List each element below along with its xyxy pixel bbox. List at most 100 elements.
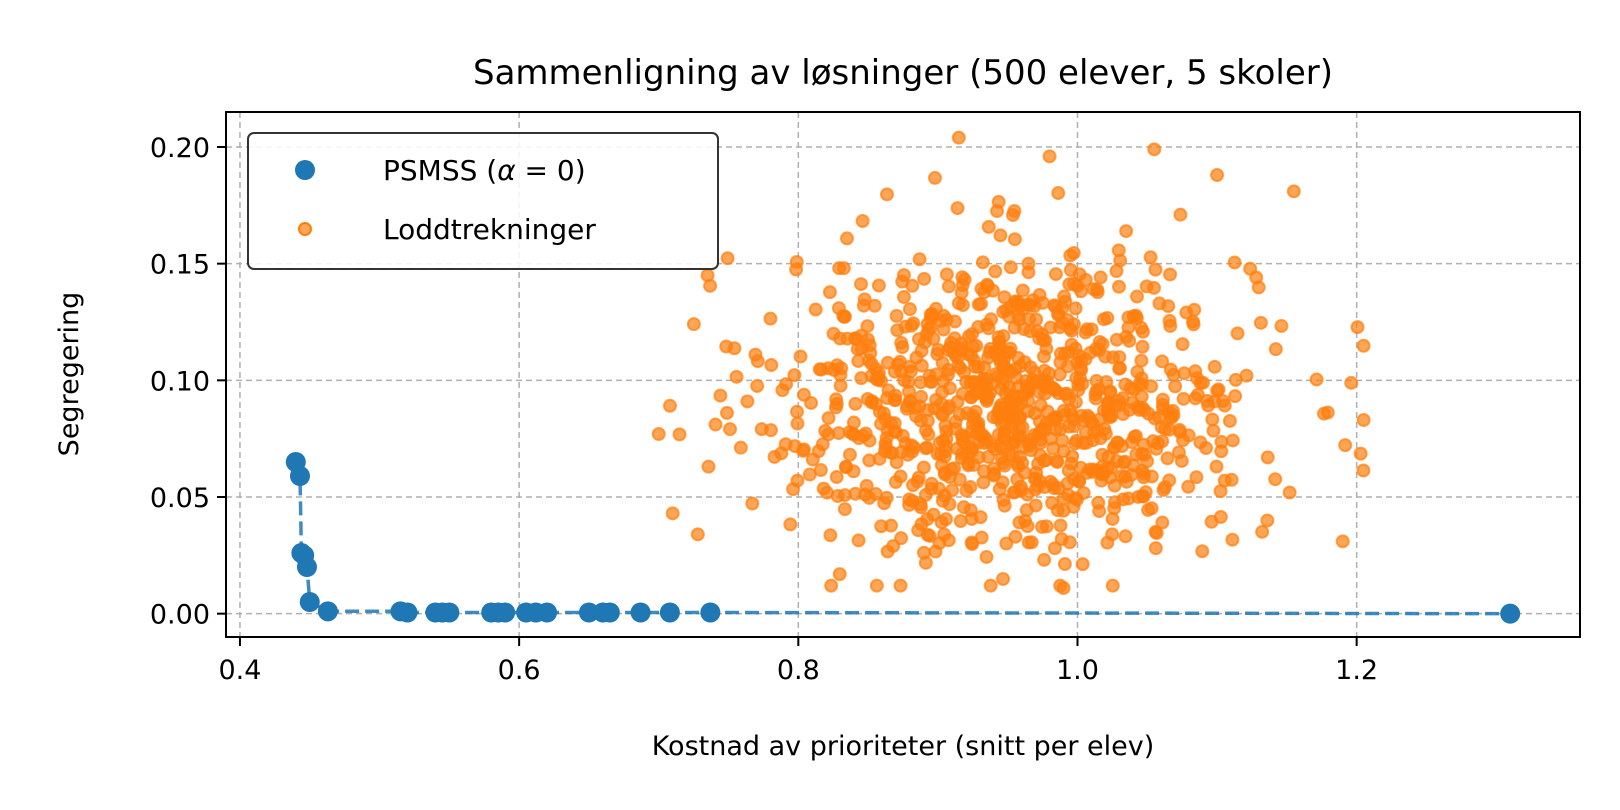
loddtrekning-point — [1029, 312, 1044, 327]
loddtrekning-point — [1105, 511, 1120, 526]
loddtrekning-point — [1057, 289, 1072, 304]
loddtrekning-point — [1045, 411, 1060, 426]
loddtrekning-point — [981, 219, 996, 234]
loddtrekning-point — [963, 480, 978, 495]
loddtrekning-point — [1060, 476, 1075, 491]
loddtrekning-point — [1125, 395, 1140, 410]
loddtrekning-point — [1098, 426, 1113, 441]
loddtrekning-point — [1126, 309, 1141, 324]
loddtrekning-point — [1086, 462, 1101, 477]
loddtrekning-point — [1214, 444, 1229, 459]
loddtrekning-point — [895, 340, 910, 355]
loddtrekning-point — [1148, 524, 1163, 539]
loddtrekning-point — [1225, 532, 1240, 547]
loddtrekning-point — [1195, 544, 1210, 559]
loddtrekning-point — [733, 440, 748, 455]
loddtrekning-point — [1018, 374, 1033, 389]
loddtrekning-point — [948, 414, 963, 429]
psmss-point — [537, 602, 558, 623]
loddtrekning-point — [832, 331, 847, 346]
loddtrekning-point — [1155, 392, 1170, 407]
loddtrekning-point — [939, 512, 954, 527]
loddtrekning-point — [983, 578, 998, 593]
loddtrekning-point — [916, 545, 931, 560]
loddtrekning-point — [1055, 433, 1070, 448]
loddtrekning-point — [874, 519, 889, 534]
loddtrekning-point — [1185, 314, 1200, 329]
loddtrekning-point — [818, 423, 833, 438]
loddtrekning-point — [1118, 377, 1133, 392]
psmss-point — [700, 602, 721, 623]
loddtrekning-point — [963, 503, 978, 518]
loddtrekning-point — [1068, 491, 1083, 506]
loddtrekning-point — [974, 530, 989, 545]
loddtrekning-point — [1002, 447, 1017, 462]
loddtrekning-point — [988, 264, 1003, 279]
loddtrekning-point — [750, 354, 765, 369]
loddtrekning-point — [1143, 250, 1158, 265]
loddtrekning-point — [1316, 406, 1331, 421]
loddtrekning-point — [863, 346, 878, 361]
loddtrekning-point — [1228, 389, 1243, 404]
series-loddtrekninger — [651, 130, 1371, 595]
loddtrekning-point — [1181, 479, 1196, 494]
loddtrekning-point — [1020, 487, 1035, 502]
legend-label-loddtrekninger: Loddtrekninger — [383, 213, 596, 246]
loddtrekning-point — [1103, 384, 1118, 399]
loddtrekning-point — [1222, 413, 1237, 428]
loddtrekning-point — [790, 416, 805, 431]
loddtrekning-point — [975, 255, 990, 270]
loddtrekning-point — [1130, 364, 1145, 379]
loddtrekning-point — [974, 376, 989, 391]
loddtrekning-point — [858, 487, 873, 502]
loddtrekning-point — [1063, 263, 1078, 278]
loddtrekning-point — [1205, 412, 1220, 427]
loddtrekning-point — [763, 311, 778, 326]
loddtrekning-point — [921, 322, 936, 337]
loddtrekning-point — [1066, 245, 1081, 260]
loddtrekning-point — [1038, 333, 1053, 348]
loddtrekning-point — [1074, 354, 1089, 369]
loddtrekning-point — [846, 427, 861, 442]
loddtrekning-point — [1356, 338, 1371, 353]
loddtrekning-point — [1207, 359, 1222, 374]
loddtrekning-point — [878, 436, 893, 451]
loddtrekning-point — [1253, 315, 1268, 330]
loddtrekning-point — [942, 470, 957, 485]
loddtrekning-point — [1021, 265, 1036, 280]
loddtrekning-point — [764, 358, 779, 373]
loddtrekning-point — [727, 341, 742, 356]
psmss-point — [630, 602, 651, 623]
loddtrekning-point — [708, 417, 723, 432]
loddtrekning-point — [869, 578, 884, 593]
loddtrekning-point — [1080, 322, 1095, 337]
psmss-point — [659, 602, 680, 623]
loddtrekning-point — [911, 332, 926, 347]
loddtrekning-point — [767, 449, 782, 464]
loddtrekning-point — [880, 187, 895, 202]
loddtrekning-point — [720, 251, 735, 266]
loddtrekning-point — [991, 404, 1006, 419]
loddtrekning-point — [1195, 375, 1210, 390]
loddtrekning-point — [1227, 255, 1242, 270]
loddtrekning-point — [662, 398, 677, 413]
loddtrekning-point — [945, 483, 960, 498]
loddtrekning-point — [823, 528, 838, 543]
loddtrekning-point — [957, 365, 972, 380]
loddtrekning-point — [1055, 301, 1070, 316]
legend-marker-loddtrekninger — [298, 222, 312, 236]
loddtrekning-point — [914, 517, 929, 532]
loddtrekning-point — [1146, 434, 1161, 449]
loddtrekning-point — [974, 296, 989, 311]
loddtrekning-point — [961, 458, 976, 473]
loddtrekning-point — [872, 451, 887, 466]
loddtrekning-point — [1006, 485, 1021, 500]
y-axis-label: Segregering — [54, 292, 85, 457]
loddtrekning-point — [1007, 203, 1022, 218]
loddtrekning-point — [1243, 261, 1258, 276]
loddtrekning-point — [968, 386, 983, 401]
x-tick-label: 1.2 — [1335, 655, 1378, 686]
loddtrekning-point — [1051, 186, 1066, 201]
plot-frame — [225, 111, 1581, 638]
loddtrekning-point — [1255, 524, 1270, 539]
